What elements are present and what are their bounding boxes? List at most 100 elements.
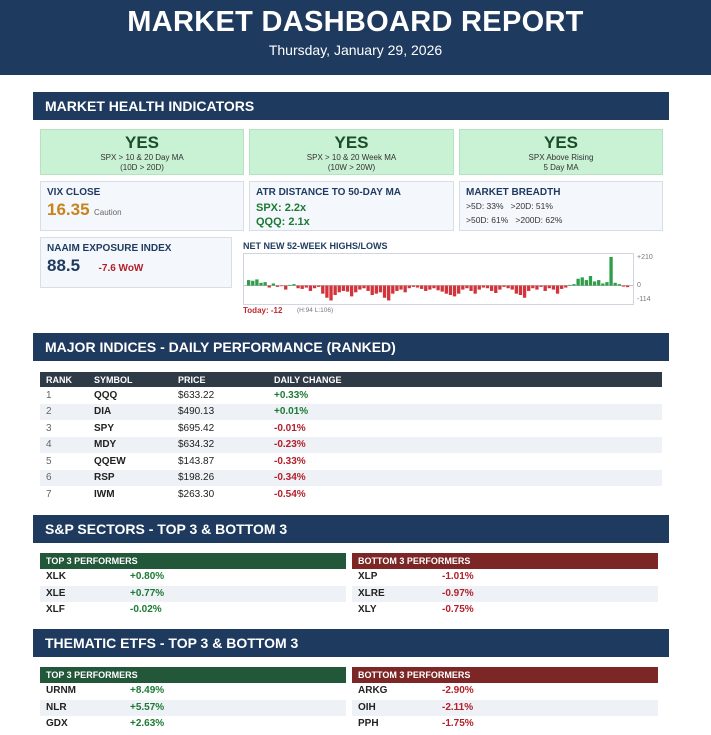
highs-lows-bar: [555, 285, 560, 294]
thematic-top-title: TOP 3 PERFORMERS: [40, 667, 346, 683]
highs-lows-bar: [535, 285, 539, 290]
highs-lows-bar: [374, 285, 378, 294]
highs-lows-bar: [432, 285, 436, 289]
highs-lows-bar: [428, 285, 432, 290]
table-row: 5 QQEW $143.87 -0.33%: [40, 453, 662, 470]
highs-lows-bar: [370, 285, 374, 296]
signal-desc: SPX Above Rising: [528, 153, 594, 162]
price-cell: $263.30: [178, 488, 215, 500]
table-row: 6 RSP $198.26 -0.34%: [40, 469, 662, 486]
change: +8.49%: [130, 685, 165, 696]
symbol: NLR: [46, 701, 67, 713]
highs-lows-bar: [411, 285, 416, 287]
highs-lows-bar: [321, 285, 325, 294]
signal-desc: (10D > 20D): [120, 163, 164, 172]
atr-qqq: QQQ: 2.1x: [256, 216, 310, 228]
highs-lows-bar: [457, 285, 461, 294]
highs-lows-bar: [592, 281, 597, 286]
symbol: XLY: [358, 604, 377, 615]
change: +2.63%: [130, 718, 165, 729]
sectors-top-panel: TOP 3 PERFORMERS XLK +0.80% XLE +0.77% XLF…: [40, 553, 346, 619]
change: +0.77%: [130, 587, 165, 599]
signal-card-weekly-ma: YES SPX > 10 & 20 Week MA (10W > 20W): [249, 129, 454, 175]
highs-lows-bar: [329, 285, 333, 301]
change: -0.97%: [442, 587, 474, 599]
symbol: OIH: [358, 701, 376, 713]
list-item: XLY -0.75%: [352, 602, 658, 619]
thematic-bottom-title: BOTTOM 3 PERFORMERS: [352, 667, 658, 683]
highs-lows-bar: [580, 277, 584, 286]
highs-lows-bar: [292, 284, 296, 286]
thematic-top-panel: TOP 3 PERFORMERS URNM +8.49% NLR +5.57% GD…: [40, 667, 346, 733]
highs-lows-bar: [325, 285, 329, 298]
highs-lows-bar: [514, 285, 519, 294]
section-title-sectors: S&P SECTORS - TOP 3 & BOTTOM 3: [33, 515, 669, 543]
highs-lows-bar: [354, 285, 358, 293]
change: -0.02%: [130, 604, 162, 615]
highs-lows-bar: [304, 285, 308, 288]
table-row: 7 IWM $263.30 -0.54%: [40, 486, 662, 503]
symbol-cell: RSP: [88, 469, 172, 486]
section-title-thematic: THEMATIC ETFS - TOP 3 & BOTTOM 3: [33, 629, 669, 657]
change-cell: -0.23%: [268, 436, 662, 453]
list-item: OIH -2.11%: [352, 699, 658, 716]
list-item: XLF -0.02%: [40, 602, 346, 619]
highs-lows-axis-zero: 0: [637, 282, 641, 289]
symbol: XLF: [46, 604, 65, 615]
naaim-value: 88.5: [47, 256, 81, 275]
highs-lows-bar: [522, 285, 527, 298]
highs-lows-bar: [415, 285, 420, 288]
breadth-line-1: >5D: 33% >20D: 51%: [466, 201, 553, 211]
change: -2.90%: [442, 685, 474, 696]
naaim-card: NAAIM EXPOSURE INDEX 88.5 -7.6 WoW: [40, 237, 232, 288]
highs-lows-bar: [263, 282, 267, 286]
signal-status: YES: [334, 133, 369, 152]
atr-spx: SPX: 2.2x: [256, 202, 307, 214]
highs-lows-bar: [531, 285, 535, 289]
highs-lows-bar: [510, 285, 514, 290]
highs-lows-bar: [609, 257, 613, 286]
highs-lows-bar: [399, 285, 403, 290]
highs-lows-bar: [255, 279, 259, 286]
table-row: 1 QQQ $633.22 +0.33%: [40, 387, 662, 404]
highs-lows-bar: [345, 285, 350, 292]
highs-lows-bar: [448, 285, 453, 296]
highs-lows-bar: [259, 282, 263, 286]
vix-label: Caution: [94, 208, 122, 217]
signal-status: YES: [124, 133, 160, 152]
report-date: Thursday, January 29, 2026: [268, 42, 443, 58]
rank-cell: 7: [46, 488, 52, 500]
price-cell: $490.13: [172, 403, 268, 420]
highs-lows-bar: [576, 278, 580, 286]
highs-lows-bar: [584, 280, 589, 286]
symbol: URNM: [46, 685, 76, 696]
list-item: ARKG -2.90%: [352, 683, 658, 700]
highs-lows-axis-bottom: -114: [637, 296, 651, 303]
highs-lows-bar: [366, 285, 370, 291]
signal-desc: 5 Day MA: [543, 163, 579, 172]
highs-lows-bar: [337, 285, 341, 293]
change-cell: -0.54%: [274, 488, 306, 500]
change-cell: -0.01%: [274, 422, 306, 434]
highs-lows-bar: [518, 285, 523, 296]
atr-card: ATR DISTANCE TO 50-DAY MA SPX: 2.2x QQQ:…: [249, 181, 454, 231]
highs-lows-title: NET NEW 52-WEEK HIGHS/LOWS: [243, 241, 388, 251]
list-item: PPH -1.75%: [352, 716, 658, 733]
highs-lows-bar: [271, 283, 276, 286]
change: -0.75%: [442, 604, 474, 615]
highs-lows-bar: [588, 276, 593, 286]
highs-lows-bar: [284, 285, 288, 290]
highs-lows-bar: [391, 285, 395, 294]
breadth-card: MARKET BREADTH >5D: 33% >20D: 51% >50D: …: [459, 181, 663, 231]
symbol: GDX: [46, 718, 68, 729]
list-item: GDX +2.63%: [40, 716, 346, 733]
highs-lows-bar: [572, 284, 576, 286]
highs-lows-chart: [243, 253, 634, 305]
highs-lows-bar: [551, 285, 556, 290]
highs-lows-range: (H:94 L:106): [297, 307, 334, 314]
rank-cell: 2: [40, 403, 88, 420]
change-cell: +0.01%: [268, 403, 662, 420]
highs-lows-bar: [275, 285, 280, 287]
highs-lows-bar: [312, 285, 317, 289]
highs-lows-bar: [333, 285, 337, 296]
